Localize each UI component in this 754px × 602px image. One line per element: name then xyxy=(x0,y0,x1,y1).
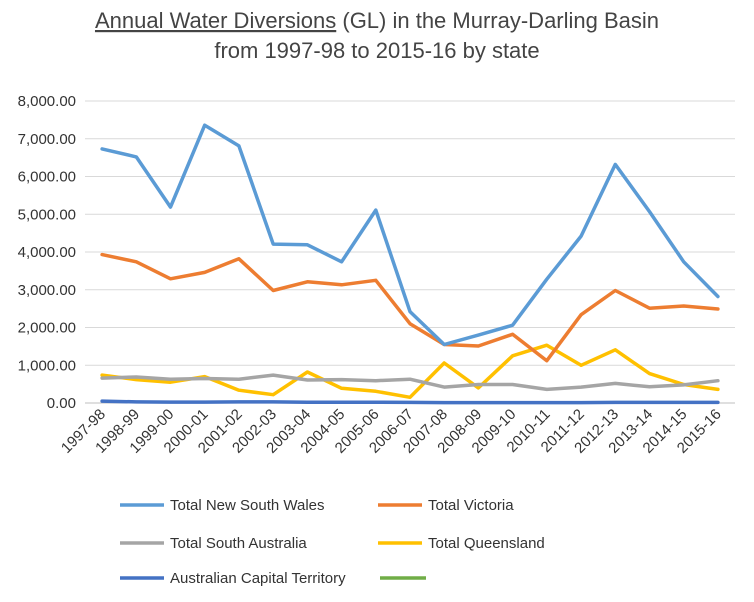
series-lines xyxy=(100,123,720,405)
legend-label: Total Queensland xyxy=(428,535,545,552)
legend: Total New South Wales Total Victoria Total… xyxy=(120,497,545,587)
chart-title: Annual Water Diversions (GL) in the Murr… xyxy=(95,8,659,33)
legend-label: Total Victoria xyxy=(428,497,514,514)
y-tick-label: 8,000.00 xyxy=(18,93,76,110)
y-tick-label: 6,000.00 xyxy=(18,169,76,186)
y-tick-label: 2,000.00 xyxy=(18,320,76,337)
y-gridlines xyxy=(85,100,735,366)
chart-title-rest: (GL) in the Murray-Darling Basin xyxy=(336,8,659,33)
series-line-total-south-australia xyxy=(100,373,720,392)
x-axis-tick-labels: 1997-981998-991999-002000-012001-022002-… xyxy=(58,406,725,457)
y-tick-label: 0.00 xyxy=(47,395,76,412)
series-line-australian-capital-territory xyxy=(100,399,720,405)
y-tick-label: 3,000.00 xyxy=(18,282,76,299)
series-line-total-victoria xyxy=(100,252,720,363)
legend-label: Total South Australia xyxy=(170,535,307,552)
chart-title-underlined: Annual Water Diversions xyxy=(95,8,336,33)
y-tick-label: 5,000.00 xyxy=(18,206,76,223)
y-tick-label: 4,000.00 xyxy=(18,244,76,261)
legend-label: Australian Capital Territory xyxy=(170,570,346,587)
chart-subtitle: from 1997-98 to 2015-16 by state xyxy=(214,38,539,63)
y-tick-label: 7,000.00 xyxy=(18,131,76,148)
series-line-total-new-south-wales xyxy=(100,123,720,347)
series-line-total-queensland xyxy=(100,343,720,400)
legend-label: Total New South Wales xyxy=(170,497,325,514)
y-tick-label: 1,000.00 xyxy=(18,357,76,374)
y-axis-tick-labels: 0.00 1,000.00 2,000.00 3,000.00 4,000.00 5,00… xyxy=(18,93,76,412)
